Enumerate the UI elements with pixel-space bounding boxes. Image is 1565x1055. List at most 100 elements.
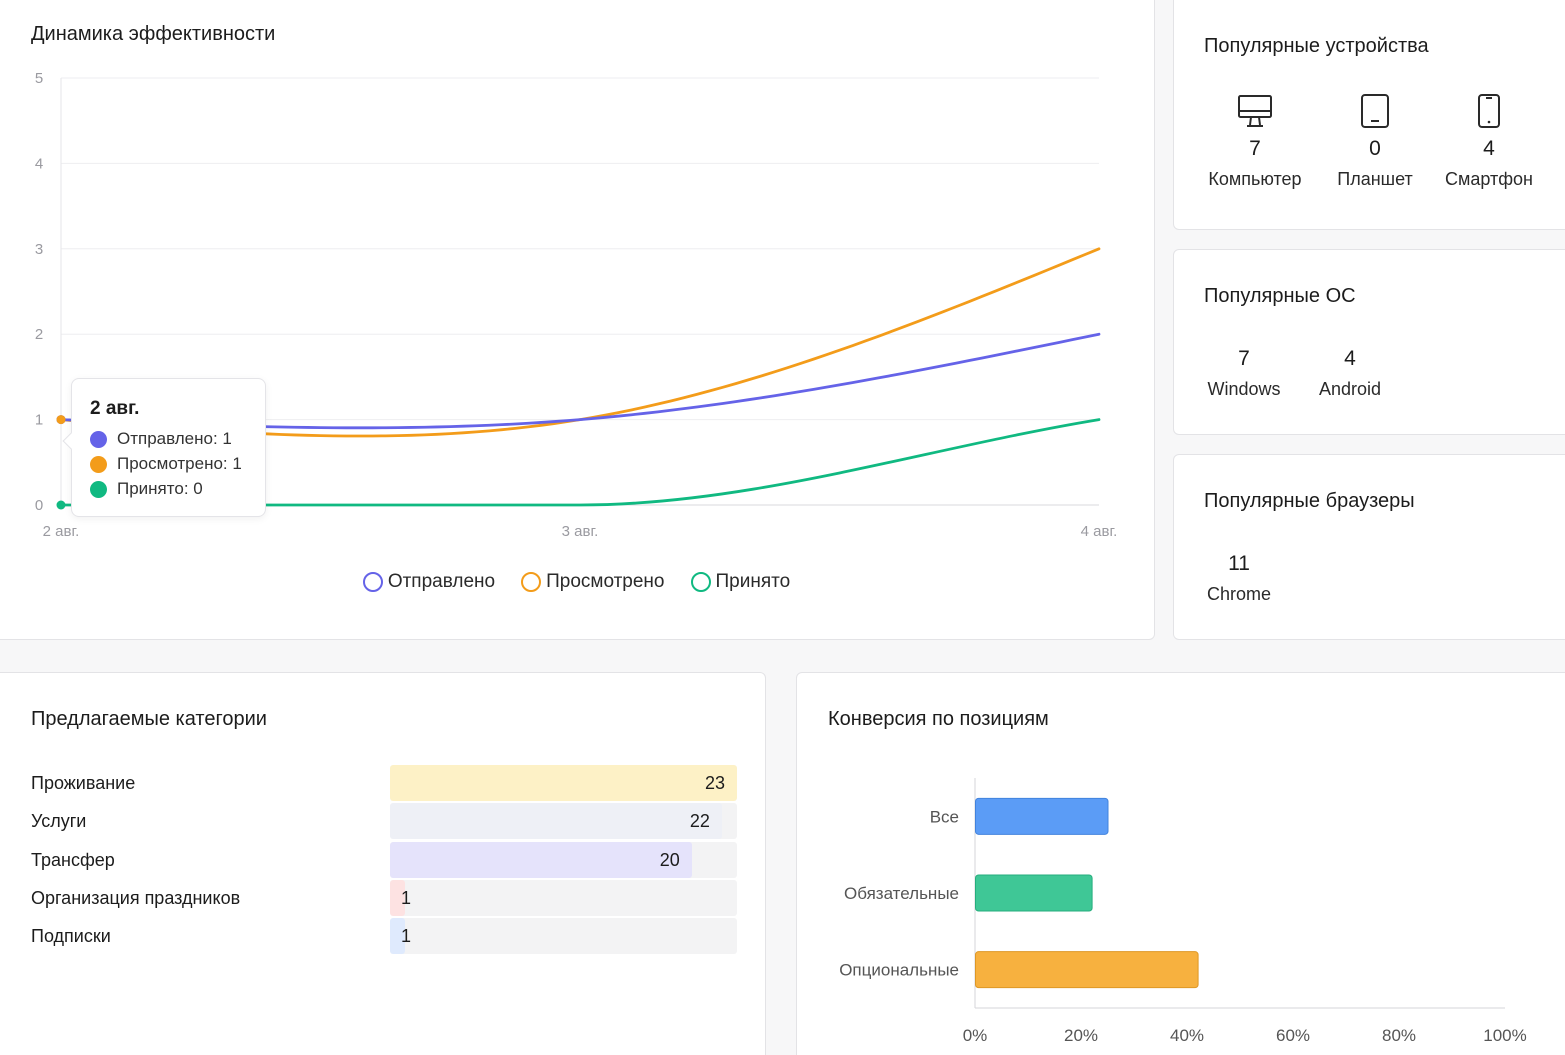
tooltip-row-text: Отправлено: 1 [117,429,232,448]
os-value: 7 [1238,347,1250,370]
legend-ring-icon [362,572,383,592]
device-value: 0 [1369,137,1381,160]
x-tick-label: 2 авг. [43,523,80,540]
legend-label: Отправлено [387,571,496,592]
category-value: 1 [401,887,412,908]
x-tick-label: 60% [1276,1026,1310,1045]
category-bar-track: 23 [390,765,737,801]
os-label: Windows [1207,379,1281,399]
y-tick-label: 0 [35,497,43,514]
tooltip-row-text: Просмотрено: 1 [117,454,242,473]
performance-card: Динамика эффективности 0 1 2 3 4 5 2 авг. 3 авг… [0,0,1155,640]
category-row: Услуги 22 [31,803,741,840]
category-value: 22 [689,811,710,832]
category-bar-track: 20 [390,841,737,878]
active-point-2 [56,500,66,510]
legend-item-viewed[interactable]: Просмотрено [521,571,665,593]
tooltip-row-sent: Отправлено: 1 [90,428,232,450]
category-bar-track: 22 [390,803,737,840]
y-tick-label: 1 [35,412,43,429]
category-row: Проживание 23 [31,765,741,801]
y-tick-label: 2 [35,326,43,343]
y-tick-label: 4 [35,155,43,172]
device-label: Планшет [1337,169,1413,189]
x-tick-label: 20% [1064,1026,1098,1045]
category-bar-fill [390,918,406,955]
tooltip-row-text: Принято: 0 [117,479,203,498]
x-tick-label: 0% [963,1026,988,1045]
devices-card: Популярные устройства 7 Компьютер 0 План… [1173,0,1565,230]
conversion-bar [975,951,1199,989]
os-stat-android: 4 Android [1310,347,1390,400]
category-label: Трансфер [31,849,115,870]
legend-label: Просмотрено [546,571,665,592]
category-row: Организация праздников 1 [31,879,741,916]
device-value: 4 [1483,137,1495,160]
performance-title: Динамика эффективности [31,23,276,45]
categories-card: Предлагаемые категории Проживание 23 Услуг… [0,672,766,1055]
chart-legend: Отправлено Просмотрено Принято [0,571,1156,593]
browser-value: 11 [1228,552,1250,575]
conversion-bar [975,874,1093,912]
conversion-card: Конверсия по позициям 0% 20% 40% 60% 80% 100%… [796,672,1565,1055]
legend-item-accepted[interactable]: Принято [690,571,791,593]
x-tick-label: 80% [1382,1026,1416,1045]
category-tick-label: Все [930,807,959,826]
browser-stat-chrome: 11 Chrome [1204,552,1274,605]
category-label: Подписки [31,926,111,947]
conversion-bar [975,797,1109,835]
category-row: Подписки 1 [31,918,741,955]
browser-label: Chrome [1206,584,1272,604]
chart-tooltip: 2 авг. Отправлено: 1 Просмотрено: 1 Прин… [62,378,266,517]
y-tick-label: 3 [35,241,43,258]
tooltip-row-viewed: Просмотрено: 1 [90,453,242,475]
category-bar-track: 1 [390,918,737,955]
legend-item-sent[interactable]: Отправлено [362,571,496,593]
tooltip-row-accepted: Принято: 0 [90,478,203,500]
category-bar-fill [390,765,737,801]
sent-dot-icon [90,430,107,448]
active-point-1 [56,415,66,425]
device-stat-tablet: 0 Планшет [1335,93,1415,190]
device-stat-desktop: 7 Компьютер [1205,93,1305,190]
y-tick-label: 5 [35,70,43,87]
devices-title: Популярные устройства [1204,35,1429,57]
category-label: Организация праздников [31,887,241,908]
legend-ring-icon [521,572,542,592]
x-tick-label: 3 авг. [562,523,599,540]
category-bar-fill [390,879,406,916]
category-value: 20 [659,849,680,870]
performance-chart: 0 1 2 3 4 5 2 авг. 3 авг. 4 авг. [35,70,1117,540]
os-card: Популярные ОС 7 Windows 4 Android [1173,249,1565,435]
category-row: Трансфер 20 [31,841,741,878]
legend-ring-icon [690,572,711,592]
os-value: 4 [1344,347,1356,370]
device-label: Компьютер [1208,169,1302,189]
category-tick-label: Опциональные [839,961,959,980]
device-label: Смартфон [1444,169,1533,189]
category-bar-fill [390,841,692,878]
category-label: Услуги [31,811,87,832]
category-tick-label: Обязательные [844,884,959,903]
os-stat-windows: 7 Windows [1204,347,1284,400]
smartphone-icon [1478,94,1500,128]
category-value: 1 [401,926,412,947]
desktop-icon [1238,95,1272,127]
x-tick-label: 100% [1483,1026,1526,1045]
tablet-icon [1361,94,1389,128]
category-value: 23 [704,773,725,793]
categories-title: Предлагаемые категории [31,708,267,730]
category-bar-track: 1 [390,879,737,916]
os-title: Популярные ОС [1204,285,1356,307]
device-value: 7 [1249,137,1261,160]
category-label: Проживание [31,773,136,793]
accepted-dot-icon [90,480,107,498]
x-tick-label: 40% [1170,1026,1204,1045]
conversion-title: Конверсия по позициям [828,708,1049,730]
browsers-title: Популярные браузеры [1204,490,1415,512]
os-label: Android [1318,379,1382,399]
conversion-chart: 0% 20% 40% 60% 80% 100% Все Обязательные Опциона… [839,778,1527,1045]
legend-label: Принято [715,571,791,592]
device-stat-smartphone: 4 Смартфон [1444,93,1534,190]
viewed-dot-icon [90,455,107,473]
